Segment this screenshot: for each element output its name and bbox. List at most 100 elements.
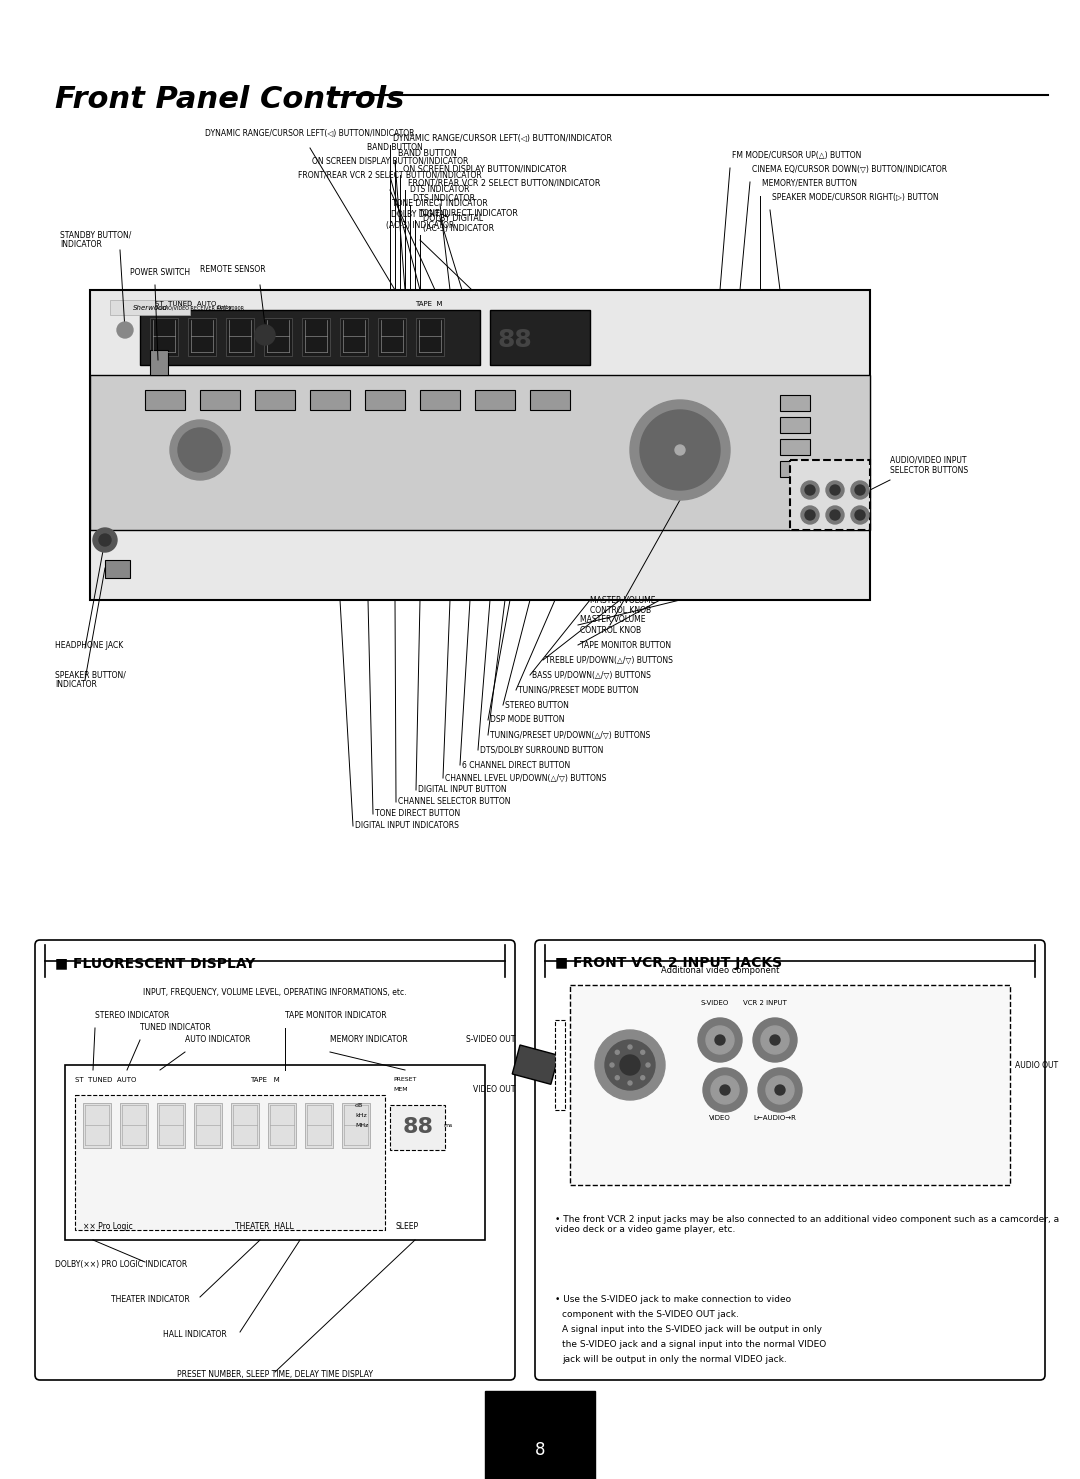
Text: TAPE   M: TAPE M [249, 1077, 280, 1083]
Bar [570, 985, 1010, 1185]
Bar [310, 390, 350, 410]
Circle shape [620, 1055, 640, 1075]
Circle shape [93, 528, 117, 552]
Text: S-VIDEO: S-VIDEO [701, 1000, 729, 1006]
Bar [120, 1103, 148, 1148]
Circle shape [595, 1029, 665, 1100]
Bar [555, 1021, 565, 1111]
Circle shape [99, 534, 111, 546]
Text: MHz: MHz [355, 1123, 368, 1128]
Text: VIDEO OUT: VIDEO OUT [473, 1086, 515, 1094]
Text: THEATER INDICATOR: THEATER INDICATOR [110, 1296, 189, 1304]
Circle shape [775, 1086, 785, 1094]
Text: ST  TUNED  AUTO: ST TUNED AUTO [75, 1077, 136, 1083]
Bar [188, 318, 216, 356]
Text: S-VIDEO OUT: S-VIDEO OUT [465, 1035, 515, 1044]
Circle shape [703, 1068, 747, 1112]
Text: jack will be output in only the normal VIDEO jack.: jack will be output in only the normal V… [562, 1355, 786, 1364]
Text: STEREO BUTTON: STEREO BUTTON [505, 701, 569, 710]
Circle shape [805, 485, 815, 495]
Circle shape [170, 420, 230, 481]
Circle shape [616, 1075, 619, 1080]
Text: DTS INDICATOR: DTS INDICATOR [413, 194, 475, 203]
Text: CHANNEL SELECTOR BUTTON: CHANNEL SELECTOR BUTTON [399, 797, 511, 806]
Bar [305, 1103, 333, 1148]
Bar [475, 390, 515, 410]
Text: FM MODE/CURSOR UP(△) BUTTON: FM MODE/CURSOR UP(△) BUTTON [732, 151, 862, 160]
Circle shape [178, 427, 222, 472]
Text: TAPE  M: TAPE M [415, 302, 443, 308]
Bar [65, 1065, 485, 1239]
Circle shape [698, 1018, 742, 1062]
Bar [390, 1105, 445, 1151]
Circle shape [801, 506, 819, 524]
Circle shape [766, 1077, 794, 1103]
Circle shape [675, 445, 685, 456]
Text: ms: ms [443, 1123, 453, 1128]
Bar [780, 439, 810, 456]
Bar [420, 390, 460, 410]
Bar [780, 461, 810, 478]
Bar [150, 318, 178, 356]
Text: ON SCREEN DISPLAY BUTTON/INDICATOR: ON SCREEN DISPLAY BUTTON/INDICATOR [312, 157, 469, 166]
Bar [90, 376, 870, 529]
Bar [342, 1103, 370, 1148]
Bar [150, 351, 168, 376]
Bar [226, 318, 254, 356]
Circle shape [720, 1086, 730, 1094]
Text: DOLBY DIGITAL
(AC-3) INDICATOR: DOLBY DIGITAL (AC-3) INDICATOR [423, 213, 495, 234]
Text: SPEAKER MODE/CURSOR RIGHT(▷) BUTTON: SPEAKER MODE/CURSOR RIGHT(▷) BUTTON [772, 192, 939, 203]
Text: MEMORY/ENTER BUTTON: MEMORY/ENTER BUTTON [762, 179, 858, 188]
Bar [264, 318, 292, 356]
Circle shape [851, 506, 869, 524]
Circle shape [831, 510, 840, 521]
Text: DYNAMIC RANGE/CURSOR LEFT(◁) BUTTON/INDICATOR: DYNAMIC RANGE/CURSOR LEFT(◁) BUTTON/INDI… [393, 135, 612, 143]
Bar [194, 1103, 222, 1148]
Text: BASS UP/DOWN(△/▽) BUTTONS: BASS UP/DOWN(△/▽) BUTTONS [532, 670, 651, 679]
Text: VCR 2 INPUT: VCR 2 INPUT [743, 1000, 787, 1006]
Text: ENGLISH: ENGLISH [9, 753, 18, 800]
Text: L←AUDIO→R: L←AUDIO→R [754, 1115, 796, 1121]
Bar [140, 311, 480, 365]
Bar [110, 300, 190, 315]
Text: MASTER VOLUME
CONTROL KNOB: MASTER VOLUME CONTROL KNOB [580, 615, 646, 634]
Text: • The front VCR 2 input jacks may be also connected to an additional video compo: • The front VCR 2 input jacks may be als… [555, 1216, 1059, 1235]
Text: Dolby: Dolby [217, 306, 233, 311]
Text: CINEMA EQ/CURSOR DOWN(▽) BUTTON/INDICATOR: CINEMA EQ/CURSOR DOWN(▽) BUTTON/INDICATO… [752, 166, 947, 175]
Text: DTS/DOLBY SURROUND BUTTON: DTS/DOLBY SURROUND BUTTON [480, 745, 604, 754]
Circle shape [640, 1075, 645, 1080]
Text: AUDIO/VIDEO INPUT
SELECTOR BUTTONS: AUDIO/VIDEO INPUT SELECTOR BUTTONS [890, 456, 968, 475]
Text: AUDIO/VIDEO RECEIVER RVD-9090R: AUDIO/VIDEO RECEIVER RVD-9090R [156, 306, 244, 311]
Bar [90, 290, 870, 600]
Circle shape [627, 1081, 632, 1086]
Circle shape [801, 481, 819, 498]
Text: TUNING/PRESET MODE BUTTON: TUNING/PRESET MODE BUTTON [518, 685, 638, 695]
Text: • Use the S-VIDEO jack to make connection to video: • Use the S-VIDEO jack to make connectio… [555, 1296, 792, 1304]
Text: TONE DIRECT INDICATOR: TONE DIRECT INDICATOR [392, 200, 488, 209]
Text: CHANNEL LEVEL UP/DOWN(△/▽) BUTTONS: CHANNEL LEVEL UP/DOWN(△/▽) BUTTONS [445, 774, 606, 782]
Text: kHz: kHz [355, 1114, 367, 1118]
Text: component with the S-VIDEO OUT jack.: component with the S-VIDEO OUT jack. [562, 1310, 739, 1319]
Text: THEATER  HALL: THEATER HALL [235, 1222, 294, 1231]
Circle shape [715, 1035, 725, 1046]
Text: BAND BUTTON: BAND BUTTON [367, 143, 423, 152]
Circle shape [805, 510, 815, 521]
Circle shape [753, 1018, 797, 1062]
Text: FRONT/REAR VCR 2 SELECT BUTTON/INDICATOR: FRONT/REAR VCR 2 SELECT BUTTON/INDICATOR [298, 172, 482, 180]
Text: the S-VIDEO jack and a signal input into the normal VIDEO: the S-VIDEO jack and a signal input into… [562, 1340, 826, 1349]
Text: AUTO INDICATOR: AUTO INDICATOR [185, 1035, 251, 1044]
Text: 8: 8 [535, 1441, 545, 1458]
Text: 88: 88 [498, 328, 532, 352]
Circle shape [605, 1040, 654, 1090]
Text: AUDIO OUT: AUDIO OUT [1015, 1060, 1058, 1069]
Bar [75, 1094, 384, 1231]
Text: 88: 88 [403, 1117, 433, 1137]
Bar [490, 311, 590, 365]
Text: ■ FLUORESCENT DISPLAY: ■ FLUORESCENT DISPLAY [55, 955, 255, 970]
Circle shape [610, 1063, 615, 1066]
Text: DIGITAL INPUT BUTTON: DIGITAL INPUT BUTTON [418, 785, 507, 794]
Text: MEMORY INDICATOR: MEMORY INDICATOR [330, 1035, 407, 1044]
Text: ■ FRONT VCR 2 INPUT JACKS: ■ FRONT VCR 2 INPUT JACKS [555, 955, 782, 970]
Bar [365, 390, 405, 410]
Circle shape [758, 1068, 802, 1112]
